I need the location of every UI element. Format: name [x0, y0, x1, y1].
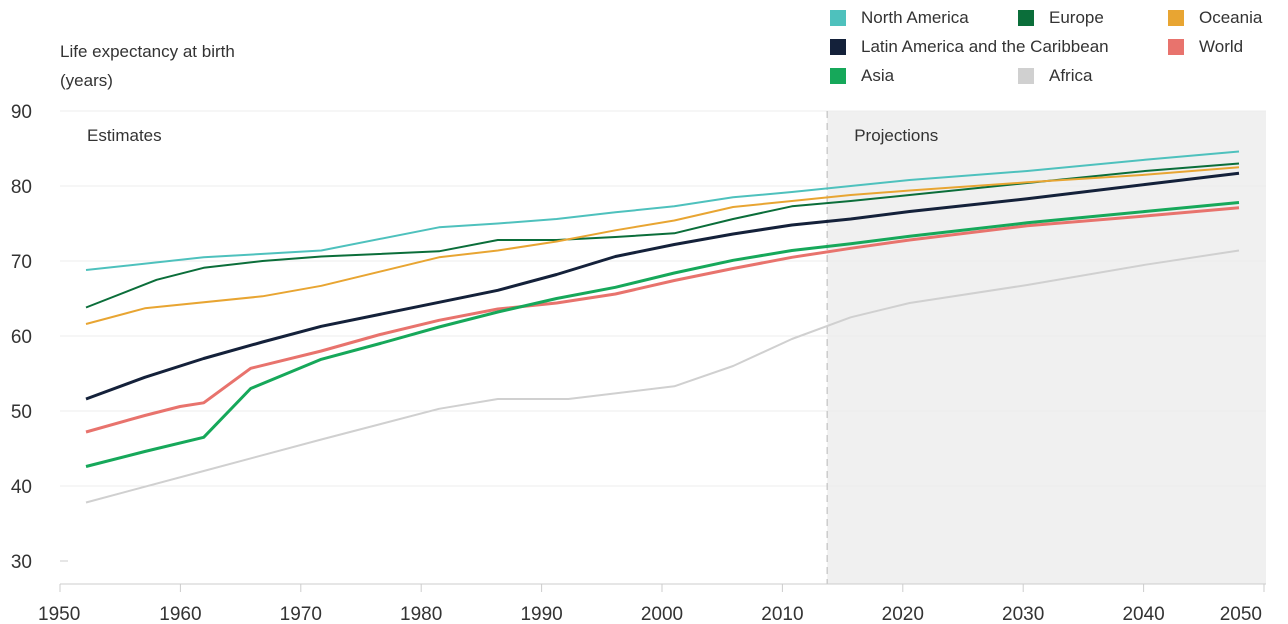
x-axis: 1950 1960 1970 1980 1990 2000 2010 2020 2030 2040…: [38, 583, 1266, 624]
y-tick-label: 60: [11, 327, 32, 348]
legend-label: Asia: [861, 66, 895, 85]
series-line-europe: [85, 162, 1240, 309]
legend-swatch: [1018, 10, 1034, 26]
series-line-latin-america-and-the-caribbean: [85, 171, 1240, 401]
legend-item-asia: Asia: [830, 66, 894, 86]
y-tick-label: 50: [11, 402, 32, 423]
x-tick-label: 2030: [1002, 604, 1044, 624]
legend-label: North America: [861, 8, 969, 27]
legend-swatch: [1168, 10, 1184, 26]
x-tick-label: 2000: [641, 604, 683, 624]
series-line-oceania: [85, 166, 1240, 325]
x-tick-label: 1950: [38, 604, 80, 624]
y-axis-label: Life expectancy at birth (years): [60, 37, 235, 95]
legend-item-latin-america: Latin America and the Caribbean: [830, 37, 1109, 57]
legend-label: Latin America and the Caribbean: [861, 37, 1109, 56]
x-tick-label: 2050: [1220, 604, 1262, 624]
legend-item-africa: Africa: [1018, 66, 1092, 86]
legend-label: Oceania: [1199, 8, 1263, 27]
x-tick-label: 2020: [882, 604, 924, 624]
series-line-africa: [85, 249, 1240, 504]
series-line-asia: [85, 201, 1240, 468]
y-tick-label: 70: [11, 252, 32, 273]
legend-swatch: [830, 68, 846, 84]
y-tick-label: 30: [11, 552, 32, 573]
legend-label: Africa: [1049, 66, 1093, 85]
x-tick-label: 1960: [159, 604, 201, 624]
y-axis: 30 40 50 60 70 80 90: [11, 102, 32, 573]
projections-region: [827, 111, 1266, 584]
legend-item-world: World: [1168, 37, 1243, 57]
y-tick-label: 40: [11, 477, 32, 498]
estimates-label: Estimates: [87, 126, 162, 145]
x-tick-label: 2040: [1122, 604, 1164, 624]
grid-lines: [60, 110, 1266, 562]
x-tick-label: 2010: [761, 604, 803, 624]
y-tick-label: 80: [11, 177, 32, 198]
y-tick-label: 90: [11, 102, 32, 123]
y-axis-label-line1: Life expectancy at birth: [60, 42, 235, 61]
x-tick-label: 1970: [280, 604, 322, 624]
legend-swatch: [1018, 68, 1034, 84]
legend-item-north-america: North America: [830, 8, 969, 28]
series-lines: [85, 150, 1240, 504]
series-line-world: [85, 206, 1240, 434]
x-tick-label: 1990: [520, 604, 562, 624]
legend-swatch: [1168, 39, 1184, 55]
legend-swatch: [830, 10, 846, 26]
legend-swatch: [830, 39, 846, 55]
legend: North America Europe Oceania Latin Ameri…: [830, 8, 1280, 98]
projections-label: Projections: [854, 126, 938, 145]
legend-item-oceania: Oceania: [1168, 8, 1262, 28]
x-tick-label: 1980: [400, 604, 442, 624]
y-axis-label-line2: (years): [60, 71, 113, 90]
legend-label: World: [1199, 37, 1244, 56]
legend-item-europe: Europe: [1018, 8, 1104, 28]
legend-label: Europe: [1049, 8, 1104, 27]
series-line-north-america: [85, 150, 1240, 271]
